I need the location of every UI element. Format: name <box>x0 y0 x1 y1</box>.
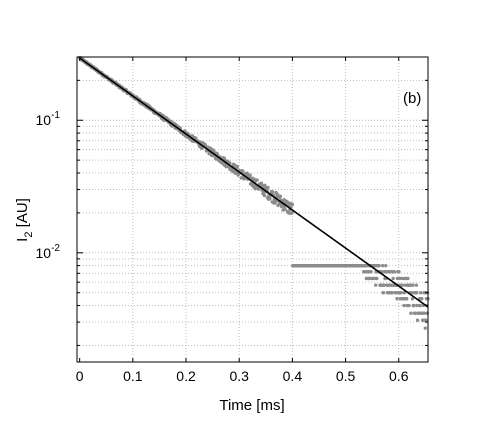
data-point <box>390 290 395 295</box>
axis-ticks: 0 0.1 0.2 0.3 0.4 0.5 0.6 10-1 10-2 <box>36 57 428 384</box>
data-point <box>377 263 381 268</box>
data-point <box>411 283 415 287</box>
fit-line-layer <box>79 57 429 308</box>
x-tick-label: 0.4 <box>283 368 303 384</box>
data-point <box>410 290 414 295</box>
panel-label: (b) <box>403 90 421 107</box>
data-point <box>392 270 396 274</box>
data-point <box>412 303 416 308</box>
data-point <box>270 190 275 194</box>
data-point <box>404 297 409 301</box>
y-tick-label: 10-2 <box>36 243 61 261</box>
x-axis-label: Time [ms] <box>219 397 284 414</box>
data-point <box>420 297 424 301</box>
data-point <box>409 311 413 315</box>
data-point <box>422 311 427 315</box>
data-point <box>423 326 427 330</box>
data-point <box>400 283 405 287</box>
x-tick-label: 0.3 <box>229 368 249 384</box>
data-point <box>402 303 406 308</box>
x-tick-label: 0 <box>76 368 84 384</box>
data-point <box>283 207 287 211</box>
data-point <box>398 276 402 281</box>
data-point <box>384 263 388 268</box>
data-point <box>415 290 419 295</box>
data-point <box>290 211 294 215</box>
data-point <box>380 263 385 268</box>
data-point <box>381 290 386 295</box>
data-point <box>369 270 373 274</box>
data-point <box>407 303 411 308</box>
y-axis-label: I2 [AU] <box>14 198 35 242</box>
data-point <box>262 193 267 198</box>
data-point <box>395 297 399 301</box>
y-axis-label-rest: [AU] <box>14 198 31 231</box>
x-tick-label: 0.6 <box>389 368 409 384</box>
data-point <box>373 283 378 287</box>
data-point <box>255 178 259 182</box>
x-tick-label: 0.5 <box>336 368 356 384</box>
data-point <box>401 276 405 281</box>
data-point <box>415 318 420 322</box>
data-point <box>278 194 283 198</box>
x-tick-label: 0.1 <box>123 368 143 384</box>
data-point <box>406 276 410 281</box>
data-point <box>402 290 407 295</box>
y-axis-label-subscript: 2 <box>23 232 35 238</box>
data-point <box>375 276 379 281</box>
fit-line <box>79 57 429 308</box>
data-point <box>248 173 252 178</box>
data-point <box>235 164 240 169</box>
y-axis-label-base: I <box>14 238 31 242</box>
y-tick-label: 10-1 <box>36 110 61 128</box>
data-point <box>290 202 295 207</box>
data-point <box>410 297 415 301</box>
data-point <box>413 311 417 315</box>
x-tick-label: 0.2 <box>176 368 196 384</box>
plot-frame <box>76 56 429 363</box>
data-point <box>414 283 419 287</box>
data-point <box>399 290 403 295</box>
data-point <box>268 197 272 201</box>
data-point <box>423 318 428 322</box>
data-point <box>382 283 386 287</box>
data-point <box>418 303 422 308</box>
data-point <box>395 276 400 281</box>
plot-area <box>77 57 428 362</box>
data-point <box>397 270 401 274</box>
data-point <box>241 169 245 173</box>
data-point <box>391 276 395 281</box>
data-point <box>266 185 270 190</box>
data-point <box>415 303 419 308</box>
data-point <box>418 290 423 295</box>
